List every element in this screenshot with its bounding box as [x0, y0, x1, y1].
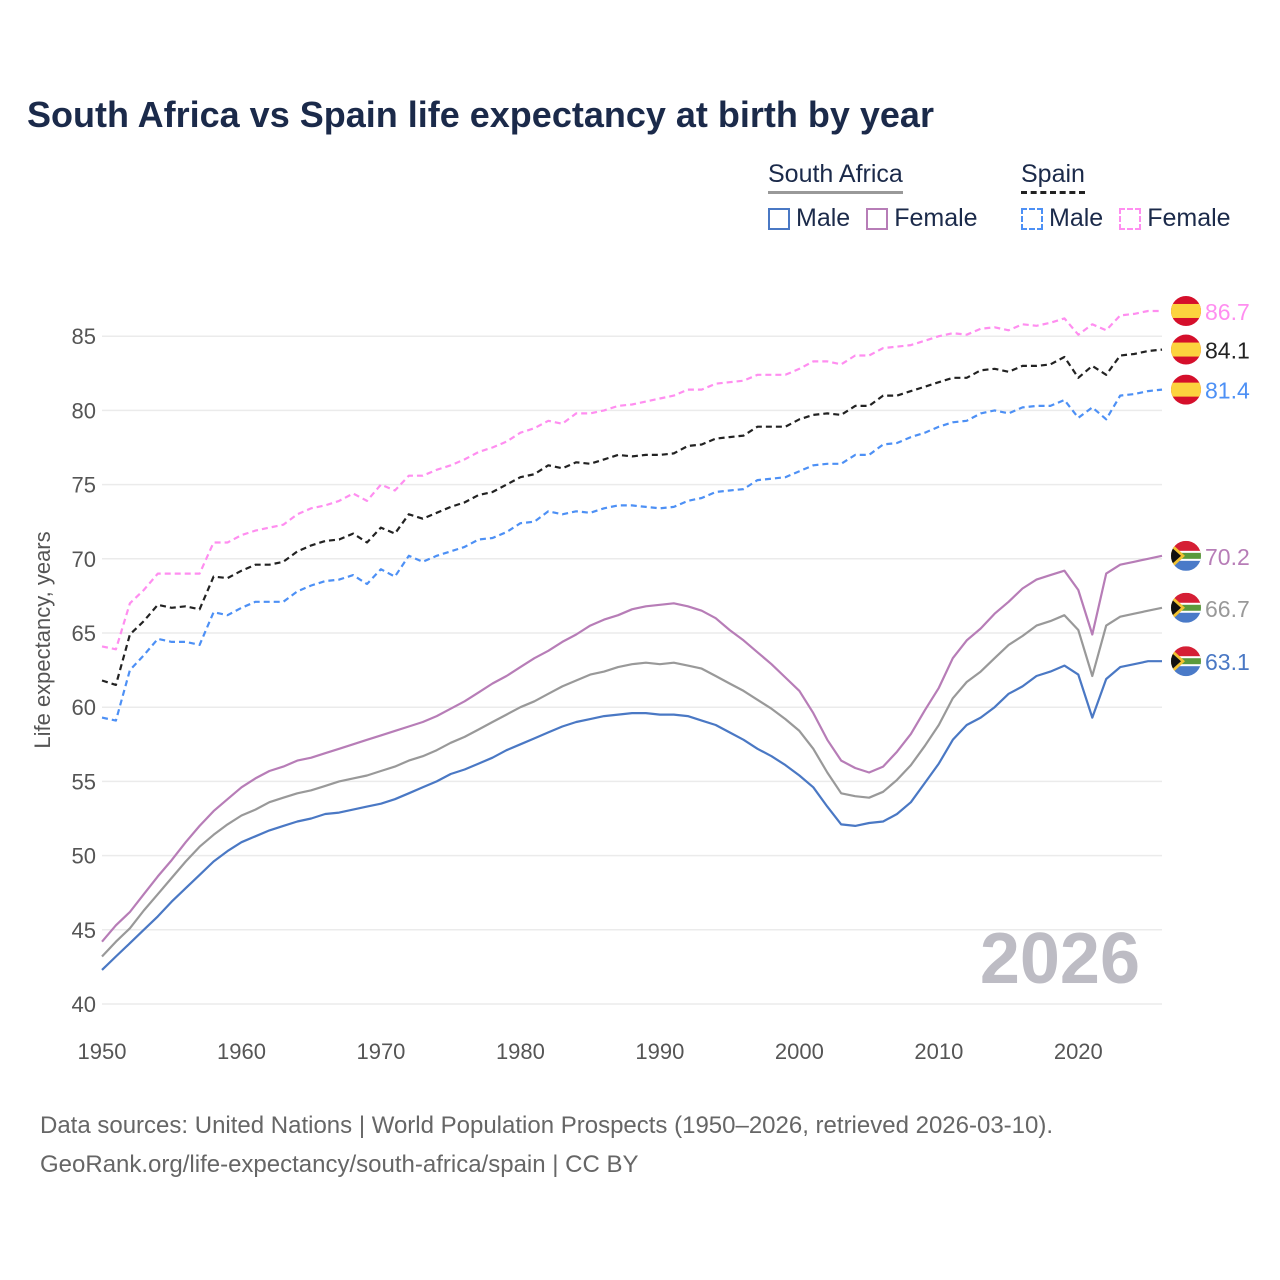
legend-swatch-sa-female — [866, 207, 889, 230]
south-africa-flag-icon — [1171, 592, 1201, 623]
legend-es-male: Male — [1021, 204, 1103, 233]
y-tick-label: 75 — [72, 473, 96, 498]
series-line-south-africa-female — [101, 554, 1163, 943]
y-tick-label: 60 — [72, 695, 96, 720]
y-tick-label: 55 — [72, 769, 96, 794]
legend-south-africa-label: South Africa — [768, 160, 903, 194]
legend-es-female: Female — [1119, 204, 1231, 233]
year-watermark: 2026 — [980, 919, 1140, 999]
series-lines — [101, 309, 1163, 971]
legend-label: Male — [796, 204, 851, 232]
end-value-label: 84.1 — [1205, 338, 1250, 364]
x-tick-label: 1990 — [635, 1039, 684, 1064]
gridlines — [102, 335, 1162, 1005]
south-africa-flag-icon — [1171, 540, 1201, 571]
end-value-label: 66.7 — [1205, 596, 1250, 622]
y-tick-label: 40 — [72, 992, 96, 1017]
series-line-south-africa — [101, 606, 1163, 958]
series-line-spain-male — [101, 388, 1163, 722]
spain-flag-icon — [1171, 334, 1201, 365]
end-value-label: 81.4 — [1205, 378, 1250, 404]
spain-flag-icon — [1171, 374, 1201, 405]
legend-label: Female — [894, 204, 978, 232]
spain-flag-icon — [1171, 295, 1201, 326]
series-line-spain-female — [101, 309, 1162, 651]
source-link[interactable]: GeoRank.org/life-expectancy/south-africa… — [40, 1151, 639, 1178]
y-tick-label: 45 — [72, 918, 96, 943]
legend-swatch-es-male — [1021, 207, 1043, 230]
south-africa-flag-icon — [1171, 646, 1201, 677]
y-tick-label: 80 — [72, 398, 96, 423]
legend-sa-female: Female — [866, 204, 978, 233]
legend-label: Male — [1049, 204, 1104, 232]
data-source: Data sources: United Nations | World Pop… — [40, 1112, 1054, 1139]
end-labels: 86.7 84.1 81.4 70.2 66.7 63.1 — [1171, 295, 1250, 677]
x-tick-label: 1970 — [356, 1039, 405, 1064]
legend-swatch-es-female — [1119, 207, 1142, 230]
chart-title: South Africa vs Spain life expectancy at… — [27, 94, 934, 135]
x-tick-label: 2000 — [775, 1039, 824, 1064]
axis-ticks: 40 45 50 55 60 65 70 75 80 85 1950 1960 1970 1980 1990… — [72, 324, 1103, 1064]
y-tick-label: 85 — [72, 324, 96, 349]
end-value-label: 70.2 — [1205, 544, 1250, 570]
legend-label: Female — [1147, 204, 1231, 232]
legend-swatch-sa-male — [768, 207, 790, 230]
legend-spain: Spain Male Female — [1021, 160, 1231, 233]
series-line-spain — [101, 348, 1163, 687]
y-tick-label: 50 — [72, 844, 96, 869]
series-line-south-africa-male — [101, 660, 1162, 971]
end-value-label: 86.7 — [1205, 299, 1250, 325]
x-tick-label: 1950 — [78, 1039, 127, 1064]
legend-south-africa: South Africa Male Female — [768, 160, 978, 233]
footer: Data sources: United Nations | World Pop… — [40, 1106, 1053, 1184]
legend-sa-male: Male — [768, 204, 850, 233]
y-tick-label: 70 — [72, 547, 96, 572]
x-tick-label: 1980 — [496, 1039, 545, 1064]
y-tick-label: 65 — [72, 621, 96, 646]
x-tick-label: 2020 — [1054, 1039, 1103, 1064]
x-tick-label: 2010 — [914, 1039, 963, 1064]
legend-spain-label: Spain — [1021, 160, 1085, 194]
x-tick-label: 1960 — [217, 1039, 266, 1064]
end-value-label: 63.1 — [1205, 649, 1250, 675]
